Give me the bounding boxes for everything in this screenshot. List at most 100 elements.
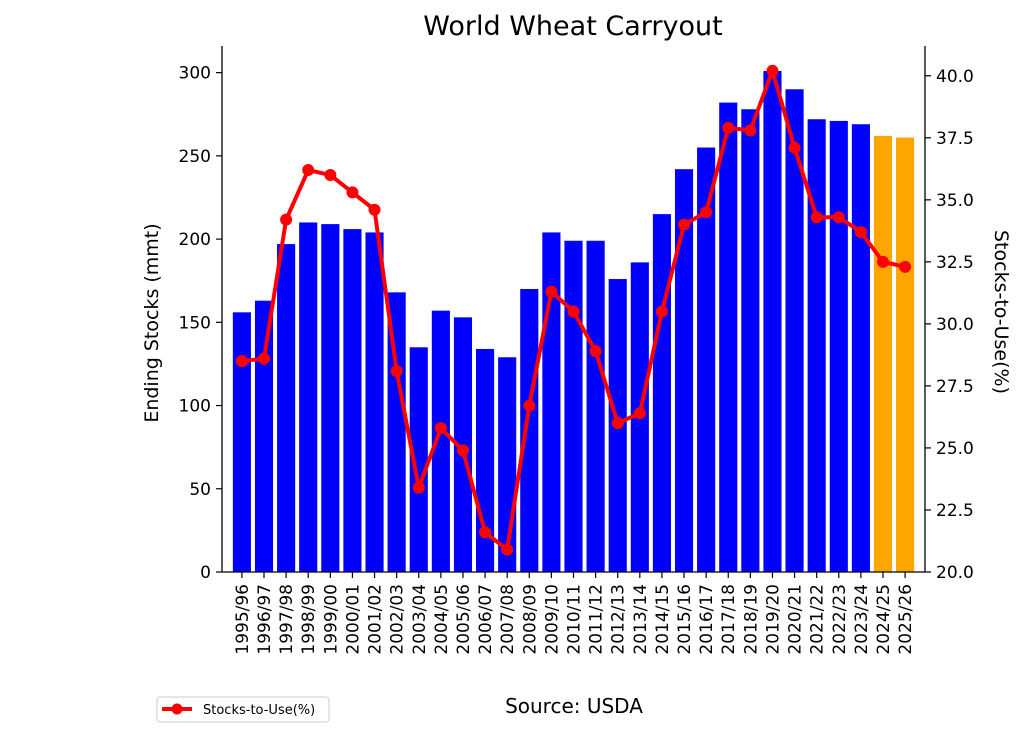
stocks-to-use-point-2012-13 — [611, 417, 624, 430]
stocks-to-use-point-1998-99 — [302, 164, 315, 177]
right-tick-label: 30.0 — [936, 315, 974, 335]
bar-1998-99 — [299, 222, 318, 572]
right-tick-label: 25.0 — [936, 439, 974, 459]
stocks-to-use-point-1999-00 — [324, 169, 337, 182]
bar-1996-97 — [254, 300, 274, 572]
x-tick-label: 2011/12 — [587, 584, 607, 655]
bar-1995-96 — [232, 312, 251, 572]
left-tick-label: 300 — [179, 64, 211, 84]
x-tick-label: 1998/99 — [299, 584, 319, 655]
right-tick-label: 35.0 — [936, 191, 974, 211]
x-tick-label: 2001/02 — [366, 584, 386, 655]
x-tick-label: 2008/09 — [520, 584, 540, 655]
bar-2000-01 — [343, 229, 362, 573]
right-tick-label: 27.5 — [936, 377, 974, 397]
legend-box — [156, 696, 330, 723]
stocks-to-use-point-2007-08 — [501, 543, 514, 556]
stocks-to-use-point-2019-20 — [766, 64, 779, 77]
stocks-to-use-point-2004-05 — [434, 422, 447, 435]
stocks-to-use-point-2015-16 — [678, 218, 691, 231]
bar-1999-00 — [321, 224, 340, 572]
left-ticks: 0 50 100 150 200 250 300 — [179, 64, 222, 583]
stocks-to-use-point-2020-21 — [788, 141, 801, 154]
bar-2017-18 — [719, 102, 738, 572]
x-tick-label: 2006/07 — [476, 584, 496, 655]
stocks-to-use-point-2000-01 — [346, 186, 359, 199]
right-tick-label: 40.0 — [936, 67, 974, 87]
stocks-to-use-point-1997-98 — [280, 213, 293, 226]
stocks-to-use-point-2001-02 — [368, 203, 381, 216]
bar-2021-22 — [807, 119, 826, 572]
stocks-to-use-point-2013-14 — [633, 407, 646, 420]
x-tick-label: 2018/19 — [741, 584, 761, 655]
x-tick-label: 2023/24 — [852, 584, 872, 655]
x-tick-label: 2009/10 — [542, 584, 562, 655]
y2-axis-label: Stocks-to-Use(%) — [990, 230, 1012, 394]
bar-2019-20 — [763, 70, 782, 572]
bar-1997-98 — [277, 244, 296, 572]
bar-2024-25 — [873, 135, 893, 572]
left-tick-label: 250 — [179, 147, 211, 167]
stocks-to-use-point-1995-96 — [235, 355, 248, 368]
bar-2008-09 — [520, 289, 539, 572]
x-tick-label: 2022/23 — [830, 584, 850, 655]
left-tick-label: 0 — [200, 563, 211, 583]
bar-2010-11 — [564, 240, 583, 572]
left-tick-label: 50 — [189, 480, 211, 500]
stocks-to-use-point-2006-07 — [479, 526, 492, 539]
stocks-to-use-point-1996-97 — [258, 352, 271, 365]
x-tick-label: 2015/16 — [675, 584, 695, 655]
x-tick-label: 2024/25 — [874, 584, 894, 655]
x-tick-label: 2004/05 — [432, 584, 452, 655]
x-ticks: 1995/96 1996/97 1997/98 1998/99 1999/00 2000/… — [233, 572, 916, 655]
right-ticks: 20.0 22.5 25.0 27.5 30.0 32.5 35.0 37.5 40.0 — [925, 67, 974, 583]
left-tick-label: 150 — [179, 313, 211, 333]
stocks-to-use-point-2024-25 — [876, 255, 889, 268]
chart-title: World Wheat Carryout — [423, 11, 722, 42]
bar-2020-21 — [785, 89, 804, 573]
stocks-to-use-point-2025-26 — [899, 260, 912, 273]
right-tick-label: 20.0 — [936, 563, 974, 583]
bar-2023-24 — [851, 124, 870, 572]
bar-2018-19 — [741, 109, 760, 572]
stocks-to-use-point-2002-03 — [390, 365, 403, 378]
left-tick-label: 200 — [179, 230, 211, 250]
stocks-to-use-point-2017-18 — [722, 121, 735, 134]
x-tick-label: 1999/00 — [321, 584, 341, 655]
bar-2016-17 — [697, 147, 716, 573]
bar-2015-16 — [674, 169, 694, 572]
x-tick-label: 2019/20 — [763, 584, 783, 655]
legend: Stocks-to-Use(%) — [156, 696, 330, 723]
right-tick-label: 37.5 — [936, 129, 974, 149]
bar-2011-12 — [586, 240, 605, 572]
y-axis-label: Ending Stocks (mmt) — [141, 223, 163, 422]
x-tick-label: 2020/21 — [786, 584, 806, 655]
stocks-to-use-point-2010-11 — [567, 305, 580, 318]
bar-2025-26 — [896, 137, 915, 572]
bar-2001-02 — [365, 232, 384, 573]
x-tick-label: 2013/14 — [631, 584, 651, 655]
legend-label: Stocks-to-Use(%) — [203, 703, 315, 718]
x-tick-label: 2003/04 — [410, 584, 430, 655]
x-tick-label: 2005/06 — [454, 584, 474, 655]
bar-2022-23 — [829, 120, 848, 572]
right-tick-label: 32.5 — [936, 253, 974, 273]
bar-2004-05 — [431, 310, 450, 572]
x-tick-label: 2016/17 — [697, 584, 717, 655]
x-tick-label: 1997/98 — [277, 584, 297, 655]
legend-dot-marker — [171, 703, 183, 715]
stocks-to-use-point-2005-06 — [456, 444, 469, 457]
x-tick-label: 2025/26 — [896, 584, 916, 655]
stocks-to-use-point-2014-15 — [655, 305, 668, 318]
line-group — [235, 64, 912, 556]
source-text: Source: USDA — [505, 694, 643, 718]
bar-2009-10 — [542, 232, 561, 573]
x-tick-label: 2012/13 — [609, 584, 629, 655]
x-tick-label: 1995/96 — [233, 584, 253, 655]
stocks-to-use-point-2023-24 — [854, 226, 867, 239]
bar-2014-15 — [652, 214, 671, 573]
x-tick-label: 2000/01 — [343, 584, 363, 655]
bar-2003-04 — [409, 347, 428, 572]
stocks-to-use-point-2018-19 — [744, 124, 757, 137]
